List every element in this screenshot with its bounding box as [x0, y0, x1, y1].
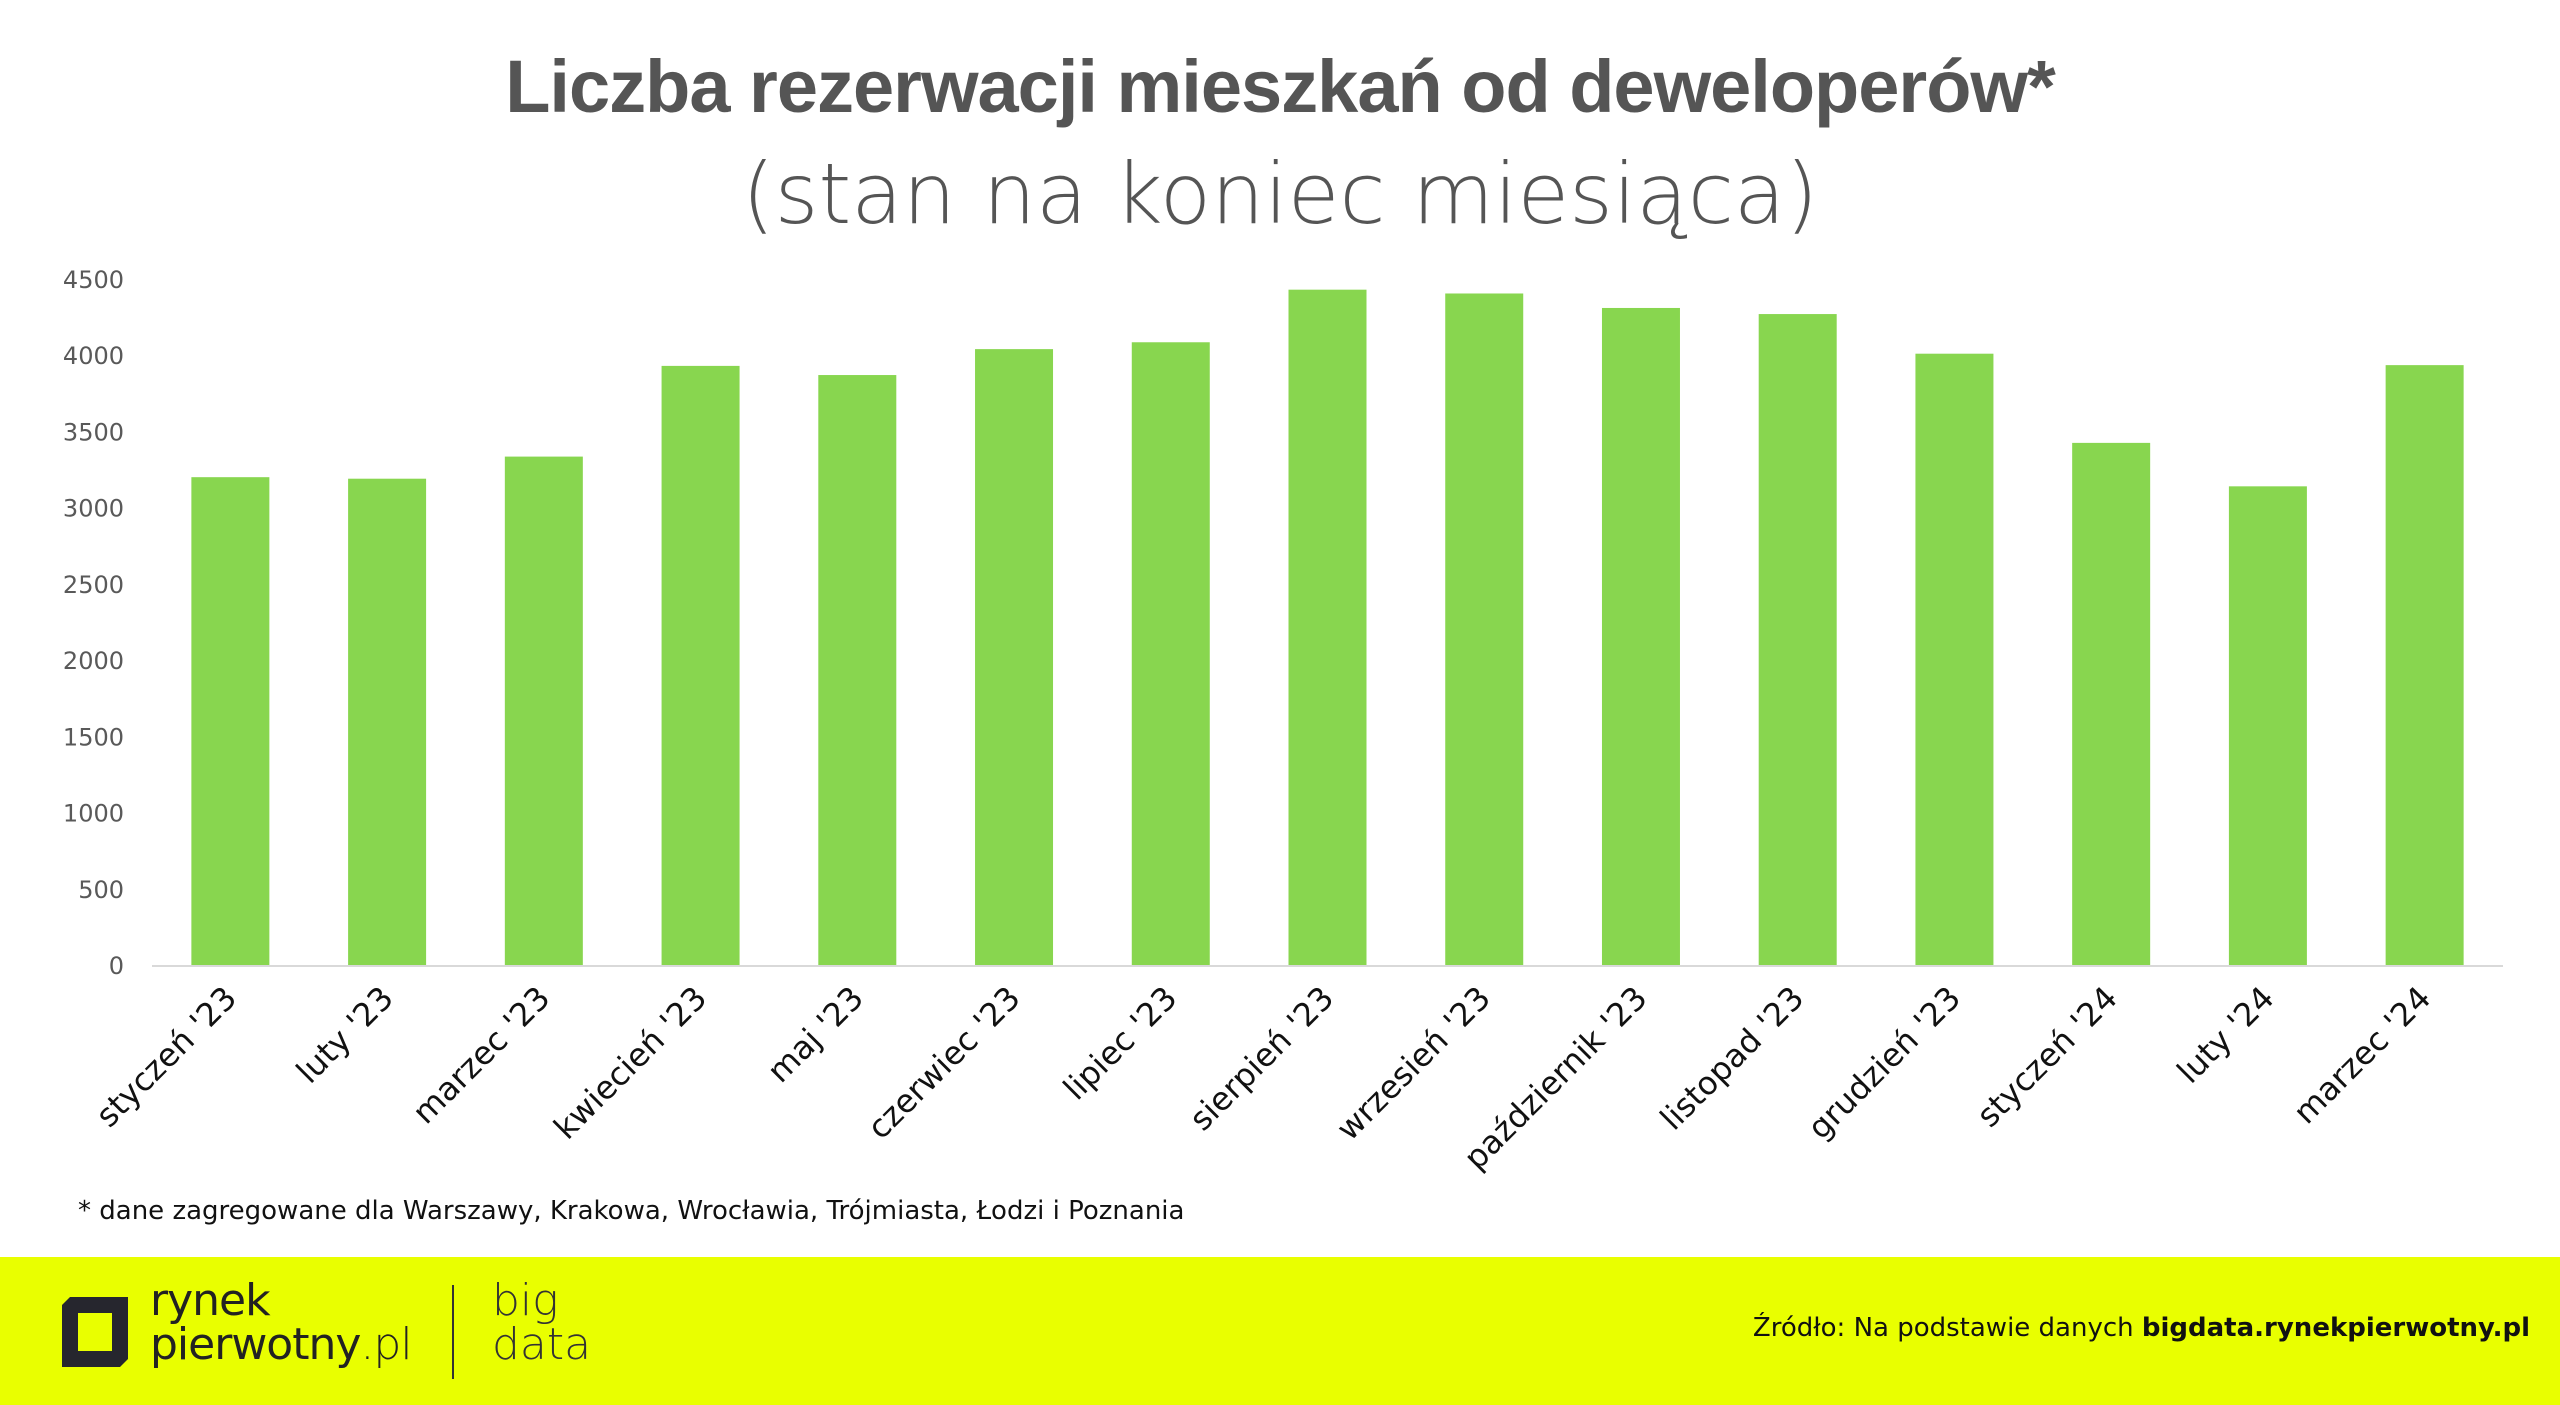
- x-tick-label: marzec '24: [2286, 979, 2439, 1132]
- y-tick-label: 3500: [63, 418, 124, 446]
- bar: [1758, 314, 1837, 965]
- x-tick-label: maj '23: [760, 979, 871, 1090]
- logo-divider: [452, 1285, 454, 1379]
- bar: [504, 456, 583, 965]
- brand-line1: rynek: [150, 1275, 271, 1326]
- y-tick-label: 1500: [63, 723, 124, 751]
- y-tick-label: 0: [109, 952, 124, 980]
- source-link[interactable]: bigdata.rynekpierwotny.pl: [2141, 1313, 2530, 1343]
- bar-chart: 0 500 1000 1500 2000 2500 3000 3500 4000 4500 styc…: [63, 266, 2503, 1177]
- x-tick-label: styczeń '24: [1969, 979, 2125, 1135]
- bar: [1445, 293, 1524, 966]
- x-tick-label: styczeń '23: [88, 979, 244, 1135]
- x-tick-label: wrzesień '23: [1329, 979, 1498, 1148]
- x-tick-label: luty '23: [289, 979, 401, 1091]
- y-tick-label: 1000: [63, 800, 124, 828]
- x-tick-label: lipiec '23: [1056, 979, 1185, 1108]
- bigdata-line2: data: [492, 1319, 592, 1370]
- x-tick-label: listopad '23: [1653, 979, 1812, 1138]
- x-tick-label: kwiecień '23: [546, 979, 714, 1147]
- x-tick-label: sierpień '23: [1182, 979, 1341, 1138]
- bar: [348, 478, 427, 965]
- bigdata-line1: big: [492, 1275, 559, 1326]
- bar: [661, 365, 740, 966]
- bar: [1288, 289, 1367, 965]
- footer-band: rynek pierwotny.pl big data Źródło: Na p…: [0, 1257, 2560, 1405]
- chart-subtitle: (stan na koniec miesiąca): [741, 145, 1819, 243]
- bar: [1601, 307, 1680, 965]
- brand-logo-text: rynek pierwotny.pl: [150, 1275, 413, 1370]
- footnote: * dane zagregowane dla Warszawy, Krakowa…: [78, 1196, 1185, 1226]
- source-prefix: Źródło: Na podstawie danych: [1752, 1313, 2142, 1343]
- bar: [818, 375, 897, 965]
- bar: [2228, 486, 2307, 965]
- x-tick-label: grudzień '23: [1800, 979, 1968, 1147]
- bar: [975, 349, 1054, 965]
- brand-suffix: .pl: [360, 1319, 412, 1370]
- bar: [1915, 353, 1994, 966]
- x-tick-label: marzec '23: [405, 979, 558, 1132]
- y-tick-label: 4500: [63, 266, 124, 294]
- y-tick-label: 4000: [63, 342, 124, 370]
- source-text: Źródło: Na podstawie danych bigdata.ryne…: [1753, 1313, 2530, 1343]
- y-tick-label: 500: [78, 876, 124, 904]
- y-tick-label: 2000: [63, 647, 124, 675]
- rynekpierwotny-logo-icon: [62, 1297, 128, 1367]
- chart-title: Liczba rezerwacji mieszkań od deweloperó…: [505, 45, 2056, 128]
- y-tick-label: 3000: [63, 495, 124, 523]
- brand-line2: pierwotny: [150, 1319, 361, 1370]
- bigdata-logo-text: big data: [492, 1279, 591, 1367]
- bar: [2385, 365, 2464, 965]
- x-tick-label: czerwiec '23: [860, 979, 1028, 1147]
- bar: [191, 477, 270, 965]
- bar: [2072, 442, 2151, 965]
- bar: [1131, 342, 1210, 966]
- y-tick-label: 2500: [63, 571, 124, 599]
- x-tick-label: luty '24: [2170, 979, 2282, 1091]
